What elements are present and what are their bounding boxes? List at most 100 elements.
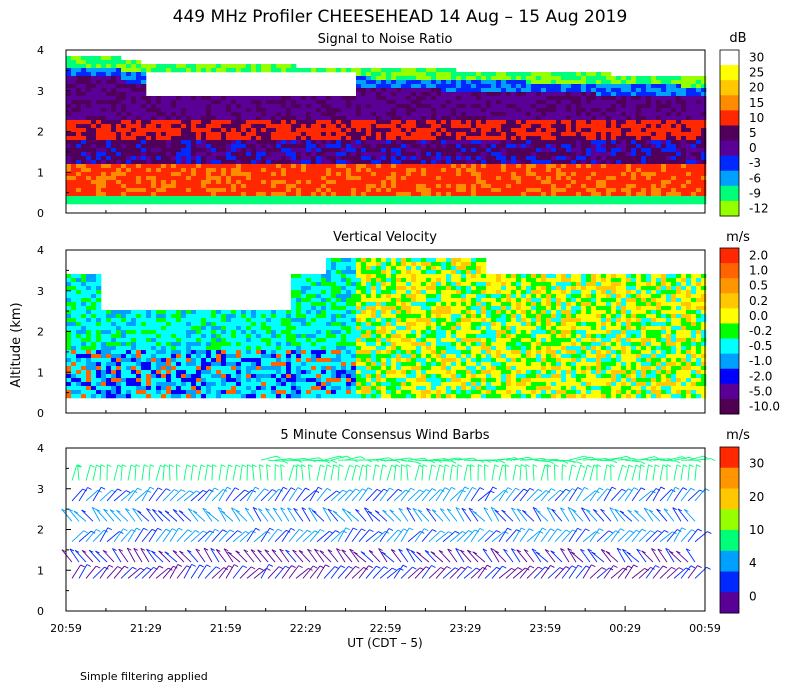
snr-cell: [136, 140, 142, 145]
snr-cell: [221, 176, 227, 181]
snr-cell: [196, 172, 202, 177]
snr-cell: [301, 156, 307, 161]
snr-cell: [361, 148, 367, 153]
snr-cell: [126, 144, 132, 149]
snr-cell: [321, 172, 327, 177]
snr-cell: [516, 188, 522, 193]
snr-cell: [111, 192, 117, 197]
velocity-cell: [141, 346, 147, 351]
velocity-cell: [231, 390, 237, 395]
colorbar-swatch: [720, 65, 739, 81]
snr-cell: [201, 192, 207, 197]
snr-cell: [556, 120, 562, 125]
snr-cell: [601, 120, 607, 125]
velocity-cell: [106, 346, 112, 351]
snr-cell: [361, 164, 367, 169]
snr-cell: [111, 68, 117, 73]
snr-cell: [666, 120, 672, 125]
snr-cell: [126, 84, 132, 89]
snr-cell: [386, 104, 392, 109]
snr-cell: [471, 148, 477, 153]
snr-cell: [401, 160, 407, 165]
snr-cell: [206, 132, 212, 137]
snr-cell: [246, 136, 252, 141]
velocity-cell: [101, 362, 107, 367]
snr-cell: [461, 188, 467, 193]
snr-cell: [381, 104, 387, 109]
snr-cell: [116, 196, 122, 201]
snr-cell: [271, 64, 277, 69]
snr-cell: [476, 72, 482, 77]
velocity-cell: [211, 310, 217, 315]
snr-cell: [441, 160, 447, 165]
snr-cell: [156, 132, 162, 137]
snr-cell: [436, 148, 442, 153]
snr-cell: [666, 84, 672, 89]
snr-cell: [466, 124, 472, 129]
snr-cell: [396, 132, 402, 137]
velocity-cell: [191, 370, 197, 375]
snr-cell: [601, 200, 607, 205]
snr-cell: [486, 92, 492, 97]
snr-cell: [446, 180, 452, 185]
snr-cell: [66, 172, 72, 177]
velocity-cell: [211, 322, 217, 327]
snr-cell: [211, 172, 217, 177]
snr-cell: [166, 120, 172, 125]
velocity-cell: [76, 394, 82, 399]
snr-cell: [441, 120, 447, 125]
snr-cell: [481, 168, 487, 173]
snr-cell: [611, 176, 617, 181]
snr-cell: [406, 168, 412, 173]
snr-cell: [206, 172, 212, 177]
snr-cell: [676, 156, 682, 161]
snr-cell: [561, 148, 567, 153]
snr-cell: [526, 184, 532, 189]
snr-cell: [476, 84, 482, 89]
snr-cell: [121, 108, 127, 113]
velocity-cell: [71, 326, 77, 331]
snr-cell: [551, 76, 557, 81]
snr-cell: [376, 88, 382, 93]
snr-cell: [416, 196, 422, 201]
snr-cell: [581, 132, 587, 137]
snr-cell: [536, 72, 542, 77]
snr-cell: [151, 108, 157, 113]
snr-cell: [701, 148, 707, 153]
velocity-cell: [76, 314, 82, 319]
snr-cell: [436, 120, 442, 125]
velocity-cell: [111, 382, 117, 387]
snr-cell: [321, 68, 327, 73]
snr-cell: [551, 180, 557, 185]
snr-cell: [586, 188, 592, 193]
velocity-cell: [241, 350, 247, 355]
snr-cell: [296, 192, 302, 197]
snr-cell: [521, 112, 527, 117]
snr-cell: [101, 132, 107, 137]
snr-cell: [406, 124, 412, 129]
snr-cell: [376, 144, 382, 149]
snr-cell: [391, 128, 397, 133]
snr-cell: [316, 168, 322, 173]
velocity-cell: [136, 322, 142, 327]
snr-cell: [631, 108, 637, 113]
velocity-cell: [186, 358, 192, 363]
snr-cell: [131, 152, 137, 157]
snr-cell: [361, 180, 367, 185]
snr-cell: [351, 184, 357, 189]
snr-cell: [656, 160, 662, 165]
snr-cell: [636, 140, 642, 145]
snr-cell: [316, 156, 322, 161]
snr-cell: [626, 88, 632, 93]
snr-cell: [296, 104, 302, 109]
velocity-cell: [236, 318, 242, 323]
snr-cell: [201, 164, 207, 169]
snr-cell: [466, 116, 472, 121]
snr-cell: [131, 124, 137, 129]
snr-cell: [441, 144, 447, 149]
snr-cell: [246, 140, 252, 145]
velocity-cell: [206, 386, 212, 391]
snr-cell: [506, 88, 512, 93]
snr-cell: [666, 104, 672, 109]
velocity-cell: [176, 310, 182, 315]
